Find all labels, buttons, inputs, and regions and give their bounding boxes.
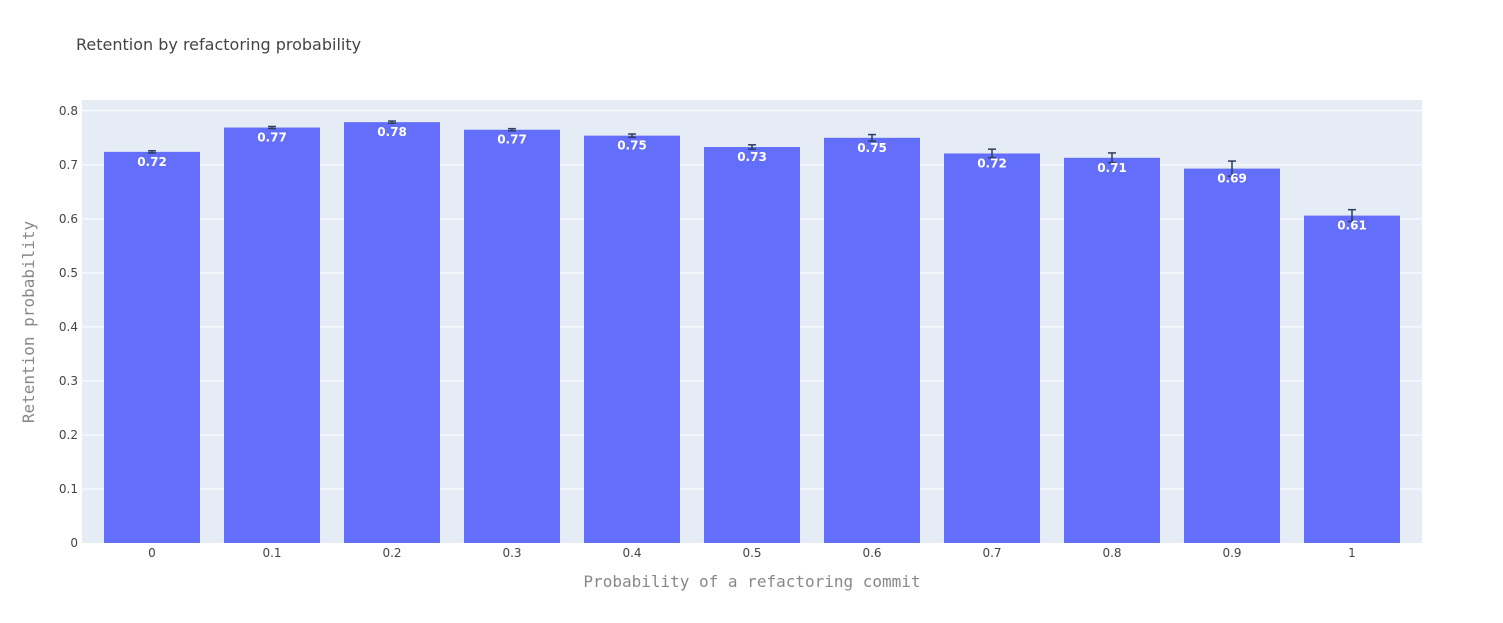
x-tick-label: 0.5 — [742, 546, 761, 560]
bar-data-label: 0.72 — [137, 155, 167, 169]
bar-data-label: 0.61 — [1337, 219, 1367, 233]
x-tick-label: 1 — [1348, 546, 1356, 560]
x-tick-label: 0.4 — [622, 546, 641, 560]
bar-data-label: 0.72 — [977, 156, 1007, 170]
bar — [224, 127, 320, 544]
bar — [1064, 157, 1160, 543]
bar-data-label: 0.73 — [737, 150, 767, 164]
x-axis-ticks: 0 0.1 0.2 0.3 0.4 0.5 0.6 0.7 0.8 0.9 1 — [148, 546, 1356, 560]
y-tick-label: 0.2 — [59, 428, 78, 442]
x-tick-label: 0.7 — [982, 546, 1001, 560]
bar — [1304, 215, 1400, 544]
bar-data-label: 0.78 — [377, 125, 407, 139]
x-tick-label: 0.6 — [862, 546, 881, 560]
y-tick-label: 0.3 — [59, 374, 78, 388]
x-axis-title: Probability of a refactoring commit — [583, 572, 920, 591]
bar — [104, 151, 200, 544]
bar — [584, 135, 680, 543]
bar-data-label: 0.75 — [617, 139, 647, 153]
x-tick-label: 0.8 — [1102, 546, 1121, 560]
x-tick-label: 0.3 — [502, 546, 521, 560]
bar — [704, 147, 800, 543]
chart-title: Retention by refactoring probability — [76, 35, 361, 54]
bar-data-label: 0.69 — [1217, 172, 1247, 186]
y-tick-label: 0.7 — [59, 158, 78, 172]
bar — [344, 122, 440, 544]
x-tick-label: 0 — [148, 546, 156, 560]
y-tick-label: 0.1 — [59, 482, 78, 496]
y-tick-label: 0.5 — [59, 266, 78, 280]
y-tick-label: 0.8 — [59, 104, 78, 118]
bar — [944, 153, 1040, 544]
y-axis-ticks: 0 0.1 0.2 0.3 0.4 0.5 0.6 0.7 0.8 — [59, 104, 78, 550]
y-tick-label: 0.6 — [59, 212, 78, 226]
bars: 0.72 0.77 0.78 0.77 0.75 0.73 0.75 0.72 0.71 0.69… — [104, 120, 1400, 544]
y-tick-label: 0.4 — [59, 320, 78, 334]
bar — [1184, 168, 1280, 544]
x-tick-label: 0.9 — [1222, 546, 1241, 560]
bar-data-label: 0.71 — [1097, 161, 1127, 175]
y-tick-label: 0 — [70, 536, 78, 550]
bar-data-label: 0.75 — [857, 141, 887, 155]
x-tick-label: 0.1 — [262, 546, 281, 560]
bar-data-label: 0.77 — [257, 131, 287, 145]
bar — [464, 129, 560, 543]
x-tick-label: 0.2 — [382, 546, 401, 560]
y-axis-title: Retention probability — [19, 220, 38, 423]
bar-data-label: 0.77 — [497, 133, 527, 147]
bar — [824, 137, 920, 543]
